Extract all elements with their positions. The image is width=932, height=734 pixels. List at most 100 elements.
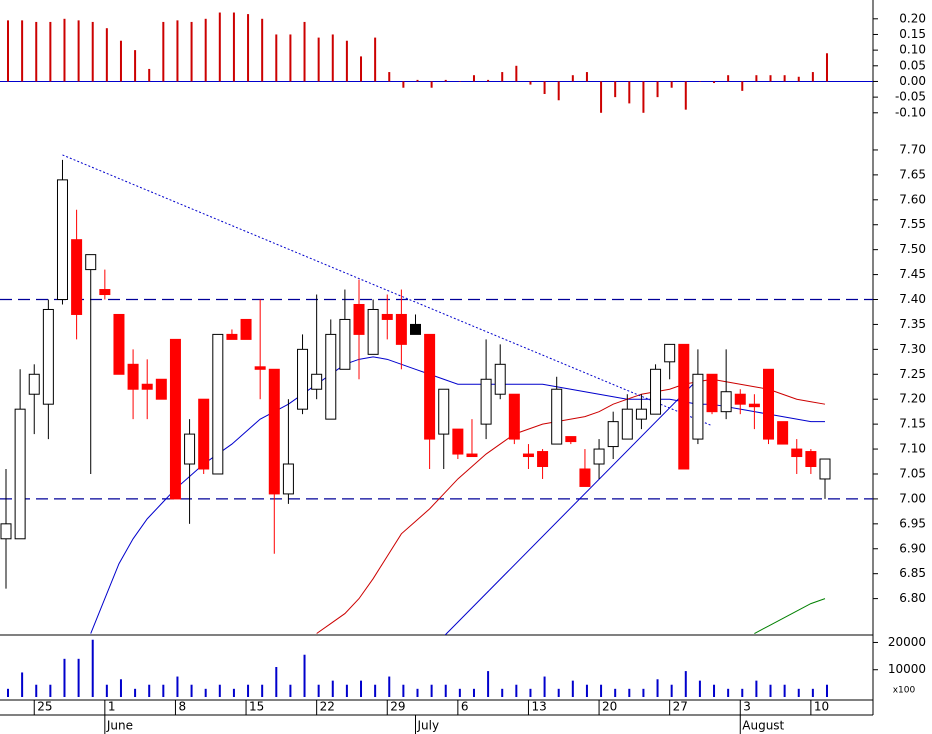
y-tick-label: 7.50 <box>899 242 926 256</box>
bar <box>444 684 447 697</box>
candle-body <box>664 343 676 363</box>
bar <box>134 50 137 82</box>
candle-body <box>28 373 40 395</box>
bar <box>190 21 193 82</box>
bar <box>148 684 151 697</box>
bar <box>825 53 828 82</box>
x-tick-label: 13 <box>531 700 546 714</box>
bar <box>755 680 758 697</box>
candle-body <box>240 318 252 340</box>
bar <box>331 680 334 697</box>
y-tick-label: 7.40 <box>899 292 926 306</box>
y-tick-label: 7.10 <box>899 442 926 456</box>
bar <box>557 688 560 697</box>
bar <box>232 688 235 697</box>
candle-body <box>353 303 365 335</box>
candle-body <box>522 453 534 458</box>
candle-body <box>748 403 760 408</box>
bar <box>402 81 405 88</box>
bar <box>148 68 151 82</box>
bar <box>487 79 490 82</box>
candle-body <box>635 408 647 420</box>
bar <box>628 81 631 104</box>
candle-body <box>508 393 520 440</box>
candle-body <box>14 408 26 540</box>
candle-body <box>720 391 732 413</box>
bar <box>275 34 278 82</box>
y-tick-label: 6.90 <box>899 541 926 555</box>
bar <box>91 639 94 697</box>
x-tick-label: 8 <box>178 700 186 714</box>
bar <box>515 684 518 697</box>
bar <box>247 684 250 697</box>
candle-body <box>607 421 619 448</box>
bar <box>642 81 645 113</box>
bar <box>261 684 264 697</box>
bar <box>416 688 419 697</box>
bar <box>247 14 250 82</box>
bar <box>35 21 38 82</box>
candle-body <box>99 289 111 296</box>
bar <box>21 20 24 82</box>
candle-body <box>85 254 97 271</box>
bar <box>204 18 207 82</box>
candle-body <box>424 333 436 440</box>
bar <box>289 684 292 697</box>
bar <box>628 688 631 697</box>
candle-body <box>311 373 323 390</box>
bar <box>698 81 701 82</box>
bar <box>218 684 221 697</box>
bar <box>769 75 772 82</box>
bar <box>63 18 66 82</box>
candle-body <box>282 463 294 495</box>
bar <box>656 81 659 98</box>
trend-line <box>444 378 699 635</box>
bar <box>374 684 377 697</box>
bar <box>388 676 391 697</box>
candle-body <box>537 451 549 468</box>
y-tick-label: 7.25 <box>899 367 926 381</box>
bar <box>303 654 306 697</box>
bar <box>727 688 730 697</box>
bar <box>176 20 179 82</box>
bar <box>105 28 108 82</box>
bar <box>585 684 588 697</box>
bar <box>684 671 687 697</box>
candle-body <box>226 333 238 340</box>
bar <box>317 37 320 82</box>
bar <box>458 81 461 82</box>
bar <box>600 684 603 697</box>
x-tick-label: 3 <box>743 700 751 714</box>
y-tick-label: 7.60 <box>899 192 926 206</box>
candle-body <box>565 436 577 443</box>
bar <box>119 679 122 697</box>
bar <box>585 72 588 82</box>
bar <box>77 658 80 697</box>
bar <box>515 65 518 82</box>
y-tick-label: 7.65 <box>899 167 926 181</box>
bar <box>430 81 433 88</box>
y-tick-label: 20000 <box>888 635 926 649</box>
bar <box>388 72 391 82</box>
candle-body <box>367 308 379 355</box>
bar <box>416 79 419 82</box>
bar <box>317 684 320 697</box>
bar <box>529 688 532 697</box>
x-tick-label: 6 <box>461 700 469 714</box>
candle-body <box>409 323 421 335</box>
bar <box>204 688 207 697</box>
x-tick-label: 20 <box>602 700 617 714</box>
candle-body <box>480 378 492 425</box>
bar <box>7 20 10 82</box>
bar <box>303 21 306 82</box>
bar <box>162 684 165 697</box>
bar <box>783 684 786 697</box>
y-tick-label: 7.30 <box>899 342 926 356</box>
candle-body <box>466 453 478 458</box>
bar <box>345 40 348 82</box>
bar <box>670 684 673 697</box>
y-tick-label: 7.35 <box>899 317 926 331</box>
candle-body <box>254 366 266 370</box>
bar <box>345 684 348 697</box>
moving-average-line <box>754 598 826 634</box>
